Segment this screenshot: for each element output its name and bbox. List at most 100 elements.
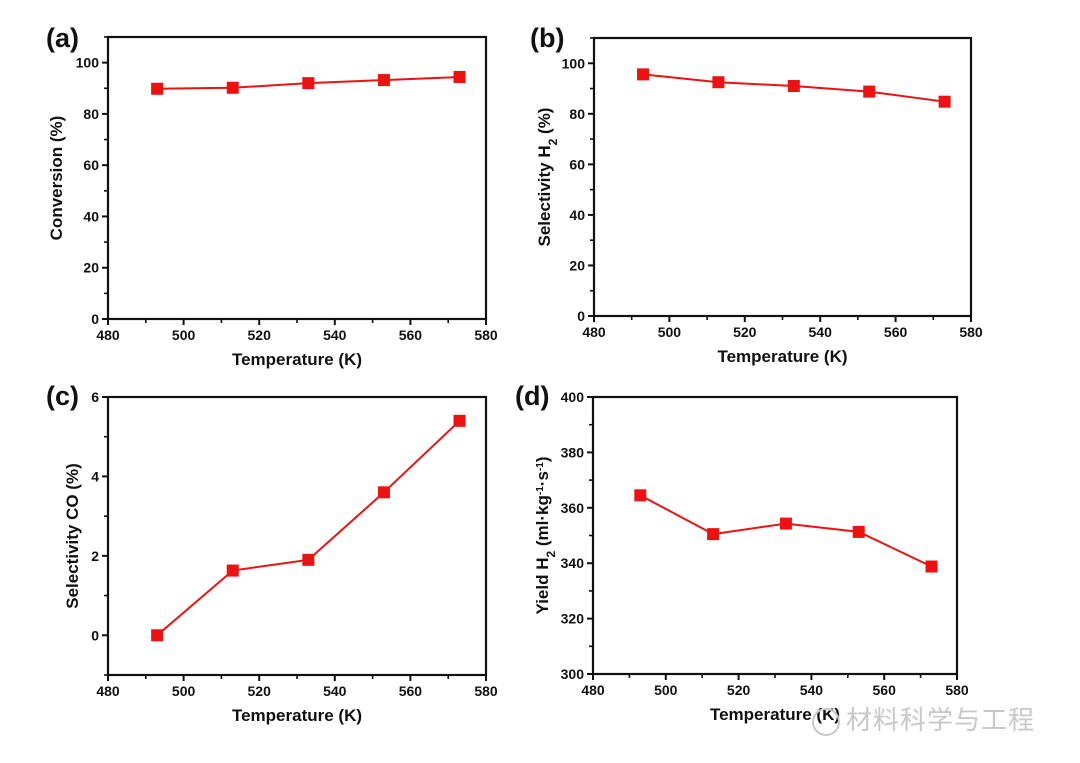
y-axis-title-part: (%) — [535, 108, 554, 139]
y-tick-label: 20 — [569, 257, 585, 273]
y-axis-title-part: 2 — [546, 138, 560, 145]
y-tick-label: 360 — [561, 500, 585, 516]
y-axis-title: Selectivity CO (%) — [63, 463, 82, 609]
x-tick-label: 560 — [399, 683, 423, 699]
y-axis-title-part: Conversion (%) — [47, 116, 66, 241]
panel-d: 480 500 520 540 560 580 300 320 340 360 380 400 Temp… — [515, 381, 969, 724]
x-tick-label: 540 — [809, 324, 833, 340]
y-axis-title-part: -1 — [535, 486, 546, 495]
y-tick-label: 2 — [91, 548, 99, 564]
data-point — [377, 74, 390, 87]
x-axis-title: Temperature (K) — [232, 706, 362, 725]
x-tick-label: 480 — [96, 683, 120, 699]
x-tick-label: 540 — [323, 327, 347, 343]
x-axis-title: Temperature (K) — [232, 350, 362, 369]
plot-frame — [592, 36, 973, 318]
x-tick-label: 480 — [582, 324, 606, 340]
y-axis-title-part: Selectivity H — [535, 145, 554, 246]
data-point — [707, 528, 720, 541]
y-tick-label: 80 — [569, 106, 585, 122]
data-point — [151, 629, 164, 642]
wechat-icon — [812, 707, 840, 736]
data-point — [302, 77, 315, 90]
x-tick-label: 500 — [658, 324, 682, 340]
x-tick-label: 560 — [873, 682, 897, 698]
y-tick-label: 6 — [91, 389, 99, 405]
x-axis-title: Temperature (K) — [717, 347, 847, 366]
data-point — [852, 525, 865, 538]
x-tick-label: 540 — [800, 682, 824, 698]
x-tick-label: 520 — [727, 682, 751, 698]
data-point — [226, 564, 239, 577]
y-axis-title: Selectivity H2 (%) — [535, 108, 560, 247]
y-tick-label: 40 — [569, 207, 585, 223]
x-tick-label: 480 — [96, 327, 120, 343]
x-tick-label: 520 — [248, 327, 272, 343]
x-tick-label: 500 — [654, 682, 678, 698]
x-axis-title: Temperature (K) — [710, 705, 840, 724]
data-point — [226, 81, 239, 94]
y-axis-title-part: (ml·kg — [533, 495, 552, 551]
x-tick-label: 580 — [959, 324, 983, 340]
y-tick-label: 0 — [91, 627, 99, 643]
y-tick-label: 60 — [83, 157, 99, 173]
data-point — [787, 80, 800, 93]
panel-a: 480 500 520 540 560 580 0 20 40 60 80 100 Temperatur… — [46, 23, 498, 369]
x-tick-label: 580 — [945, 682, 969, 698]
data-point — [925, 560, 938, 573]
plot-frame — [106, 35, 488, 321]
data-point — [453, 70, 466, 83]
plot-frame — [106, 395, 488, 677]
data-point — [637, 68, 650, 81]
y-tick-label: 0 — [577, 308, 585, 324]
y-tick-label: 0 — [91, 311, 99, 327]
x-tick-label: 580 — [474, 327, 498, 343]
y-tick-label: 340 — [561, 555, 585, 571]
y-axis-title-part: ·s — [533, 471, 552, 486]
y-tick-label: 60 — [569, 156, 585, 172]
y-axis-title: Yield H2 (ml·kg-1·s-1) — [533, 456, 558, 614]
panel-label: (d) — [515, 381, 549, 411]
x-tick-label: 520 — [733, 324, 757, 340]
watermark: 材料科学与工程 — [812, 700, 1035, 737]
data-point — [377, 486, 390, 499]
y-axis-title-part: ) — [533, 456, 552, 462]
series-line — [639, 494, 932, 568]
data-point — [151, 82, 164, 95]
data-point — [634, 489, 647, 502]
x-tick-label: 520 — [248, 683, 272, 699]
watermark-text: 材料科学与工程 — [846, 706, 1036, 736]
x-tick-label: 500 — [172, 327, 196, 343]
y-tick-label: 300 — [561, 666, 585, 682]
data-point — [712, 76, 725, 89]
panel-b: 480 500 520 540 560 580 0 20 40 60 80 100 Temperatur… — [530, 23, 983, 366]
data-point — [302, 553, 315, 566]
x-tick-label: 560 — [884, 324, 908, 340]
y-tick-label: 400 — [561, 389, 585, 405]
y-tick-label: 4 — [91, 468, 99, 484]
data-point — [938, 95, 951, 108]
y-axis-title-part: Yield H — [533, 558, 552, 615]
y-tick-label: 320 — [561, 611, 585, 627]
y-tick-label: 100 — [76, 55, 100, 71]
data-point — [779, 517, 792, 530]
x-tick-label: 540 — [323, 683, 347, 699]
y-tick-label: 100 — [562, 55, 586, 71]
y-tick-label: 40 — [83, 208, 99, 224]
x-tick-label: 560 — [399, 327, 423, 343]
y-tick-label: 20 — [83, 260, 99, 276]
y-tick-label: 380 — [561, 444, 585, 460]
panel-label: (b) — [530, 23, 564, 53]
panel-c: 480 500 520 540 560 580 0 2 4 6 Temperature (K) Sel… — [46, 381, 498, 725]
panel-label: (a) — [46, 23, 79, 53]
y-axis-title-part: Selectivity CO (%) — [63, 463, 82, 609]
data-point — [453, 414, 466, 427]
y-axis-title-part: 2 — [544, 551, 558, 558]
plot-frame — [591, 395, 959, 676]
y-axis-title: Conversion (%) — [47, 116, 66, 241]
x-tick-label: 580 — [474, 683, 498, 699]
y-axis-title-part: -1 — [535, 462, 546, 471]
x-tick-label: 500 — [172, 683, 196, 699]
x-tick-label: 480 — [581, 682, 605, 698]
